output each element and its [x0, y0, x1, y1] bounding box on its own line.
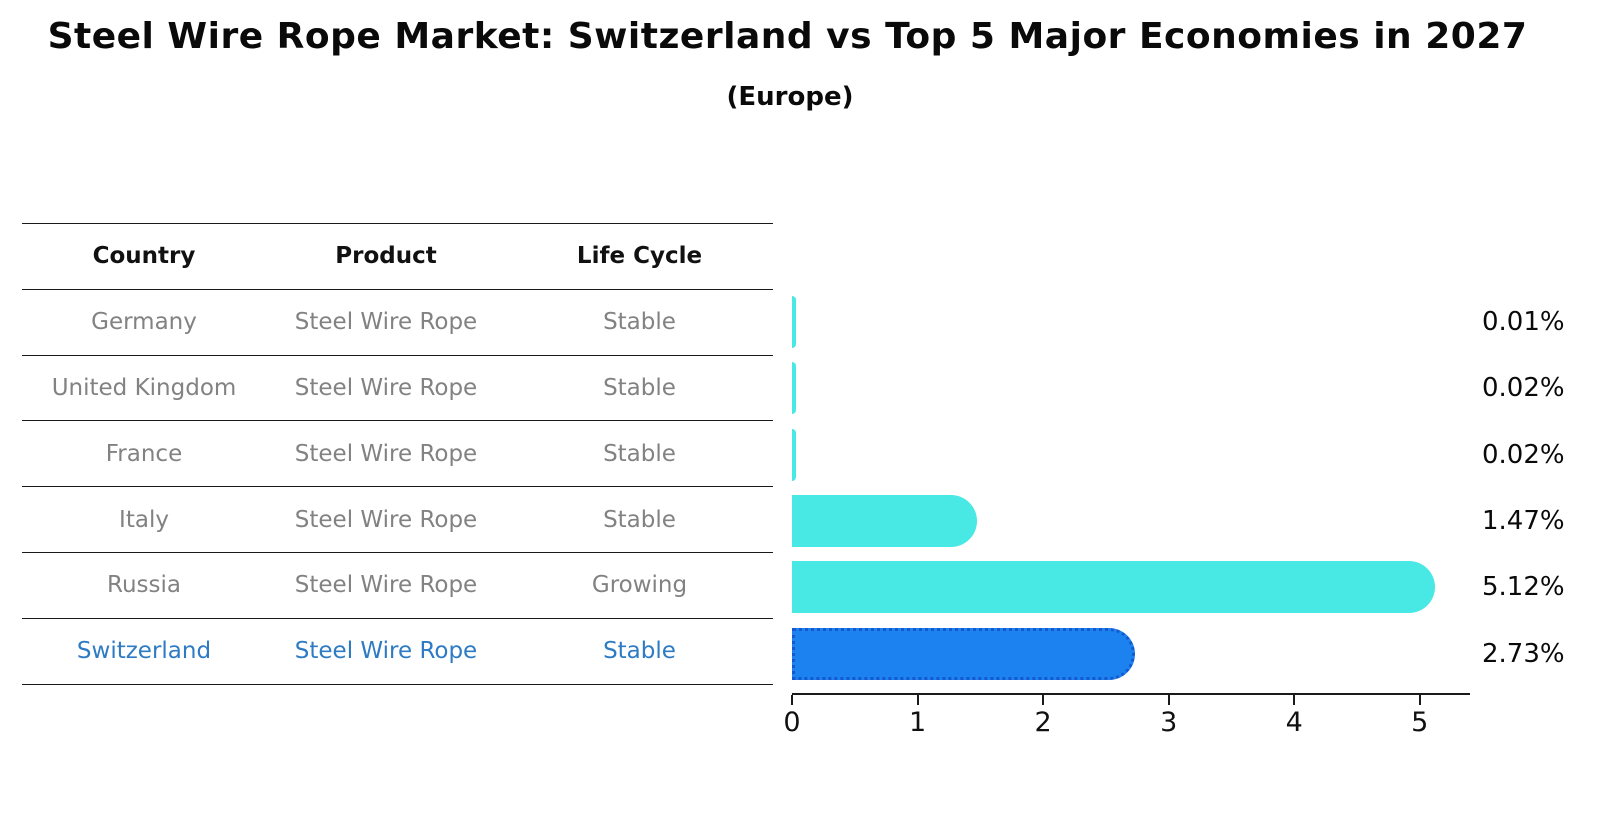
value-label-germany: 0.01%: [1482, 307, 1565, 337]
x-axis-tick-4: [1293, 695, 1296, 705]
country-cell: France: [105, 440, 183, 467]
x-axis-tick-label-3: 3: [1160, 707, 1178, 738]
value-label-united-kingdom: 0.02%: [1482, 373, 1565, 404]
x-axis-tick-1: [916, 695, 919, 705]
value-label-switzerland: 2.73%: [1482, 638, 1565, 669]
product-cell: Steel Wire Rope: [294, 374, 478, 401]
country-cell: Russia: [107, 572, 181, 599]
x-axis-tick-label-4: 4: [1285, 707, 1303, 738]
bar-italy: [792, 494, 977, 547]
x-axis-tick-0: [791, 695, 793, 705]
chart-subtitle: (Europe): [726, 82, 854, 112]
x-axis-tick-label-2: 2: [1034, 707, 1052, 738]
value-label-italy: 1.47%: [1482, 505, 1565, 536]
bar-united-kingdom: [792, 362, 796, 415]
x-axis-tick-label-5: 5: [1411, 707, 1429, 738]
product-cell: Steel Wire Rope: [294, 506, 478, 533]
x-axis-tick-label-1: 1: [908, 707, 927, 738]
value-label-russia: 5.12%: [1482, 572, 1565, 603]
column-header-country: Country: [92, 243, 196, 270]
product-cell: Steel Wire Rope: [294, 638, 478, 665]
x-axis-tick-5: [1418, 695, 1421, 705]
lifecycle-cell: Stable: [603, 638, 676, 665]
table-row-russia: Russia Steel Wire Rope Growing: [22, 553, 773, 619]
table-row-france: France Steel Wire Rope Stable: [22, 421, 773, 488]
country-cell: Switzerland: [76, 638, 212, 665]
country-cell: Germany: [91, 309, 197, 336]
bar-france: [792, 428, 796, 481]
product-cell: Steel Wire Rope: [294, 440, 478, 467]
x-axis-tick-label-0: 0: [783, 707, 801, 738]
table-row-italy: Italy Steel Wire Rope Stable: [22, 487, 773, 553]
lifecycle-cell: Stable: [603, 440, 676, 467]
country-table: Country Product Life Cycle Germany Steel…: [22, 223, 773, 685]
x-axis-tick-3: [1167, 695, 1170, 705]
bar-switzerland: [792, 627, 1135, 680]
table-header-row: Country Product Life Cycle: [22, 224, 773, 290]
lifecycle-cell: Growing: [591, 572, 688, 599]
lifecycle-cell: Stable: [603, 374, 676, 401]
bar-russia: [792, 561, 1435, 614]
product-cell: Steel Wire Rope: [294, 309, 478, 336]
product-cell: Steel Wire Rope: [294, 572, 478, 599]
value-label-france: 0.02%: [1482, 439, 1565, 470]
country-cell: United Kingdom: [51, 374, 237, 401]
column-header-product: Product: [335, 243, 437, 270]
x-axis-line: [792, 693, 1470, 695]
chart-title: Steel Wire Rope Market: Switzerland vs T…: [47, 16, 1528, 57]
country-cell: Italy: [119, 506, 169, 533]
table-row-germany: Germany Steel Wire Rope Stable: [22, 290, 773, 356]
table-row-switzerland: Switzerland Steel Wire Rope Stable: [22, 619, 773, 685]
lifecycle-cell: Stable: [603, 506, 676, 533]
x-axis-tick-2: [1042, 695, 1045, 705]
table-row-united-kingdom: United Kingdom Steel Wire Rope Stable: [22, 356, 773, 422]
lifecycle-cell: Stable: [603, 309, 676, 336]
column-header-lifecycle: Life Cycle: [576, 243, 703, 270]
bar-germany: [792, 296, 796, 348]
